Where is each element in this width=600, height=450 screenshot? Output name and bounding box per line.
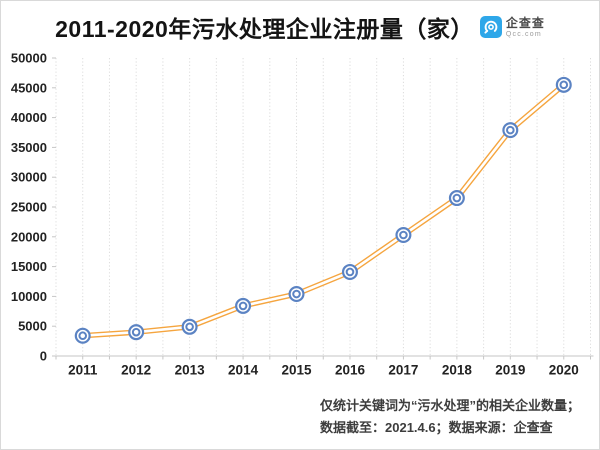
- y-axis-label: 5000: [18, 319, 47, 334]
- x-axis-label: 2019: [495, 363, 525, 378]
- data-point-inner-ring-2019: [506, 125, 515, 135]
- y-axis-label: 15000: [11, 259, 47, 274]
- y-axis-label: 20000: [11, 229, 47, 244]
- x-axis-label: 2012: [121, 363, 151, 378]
- chart-header: 2011-2020年污水处理企业注册量（家） 企查查 Qcc.com: [1, 9, 599, 45]
- y-axis-label: 45000: [11, 80, 47, 95]
- qcc-logo-name: 企查查: [505, 15, 545, 30]
- y-axis-label: 25000: [11, 200, 47, 215]
- y-axis-label: 30000: [11, 170, 47, 185]
- x-axis-label: 2017: [388, 363, 418, 378]
- data-point-inner-ring-2016: [345, 267, 355, 277]
- x-axis-label: 2013: [175, 363, 206, 378]
- x-axis-label: 2011: [68, 363, 98, 378]
- y-axis-label: 40000: [11, 110, 47, 125]
- chart-title: 2011-2020年污水处理企业注册量（家）: [55, 16, 474, 42]
- y-axis-label: 50000: [11, 51, 47, 66]
- series-line-core: [81, 83, 566, 337]
- x-axis-label: 2016: [335, 363, 366, 378]
- data-point-inner-ring-2018: [452, 193, 462, 203]
- footnote-line-2: 数据截至：2021.4.6；数据来源：企查查: [320, 420, 553, 435]
- x-axis-label: 2015: [282, 363, 313, 378]
- data-point-inner-ring-2014: [238, 301, 248, 311]
- x-axis-label: 2018: [442, 363, 473, 378]
- footnote-line-1: 仅统计关键词为“污水处理”的相关企业数量；: [320, 398, 581, 413]
- y-axis-label: 10000: [11, 289, 47, 304]
- data-point-inner-ring-2017: [399, 230, 408, 240]
- data-point-inner-ring-2011: [78, 331, 88, 341]
- y-axis-label: 35000: [11, 140, 47, 155]
- series-line-outer: [80, 82, 567, 339]
- qcc-logo: 企查查 Qcc.com: [479, 16, 545, 38]
- qcc-logo-text: 企查查 Qcc.com: [506, 17, 545, 38]
- data-point-inner-ring-2012: [131, 327, 141, 337]
- data-point-inner-ring-2015: [292, 289, 301, 299]
- qcc-logo-domain: Qcc.com: [505, 30, 542, 38]
- x-axis-label: 2020: [549, 363, 579, 378]
- y-axis-label: 0: [40, 349, 47, 364]
- qcc-logo-icon: [479, 16, 502, 38]
- x-axis-label: 2014: [228, 363, 259, 378]
- chart-footnote: 仅统计关键词为“污水处理”的相关企业数量； 数据截至：2021.4.6；数据来源…: [320, 395, 580, 439]
- data-point-inner-ring-2020: [559, 80, 569, 90]
- data-point-inner-ring-2013: [185, 322, 194, 332]
